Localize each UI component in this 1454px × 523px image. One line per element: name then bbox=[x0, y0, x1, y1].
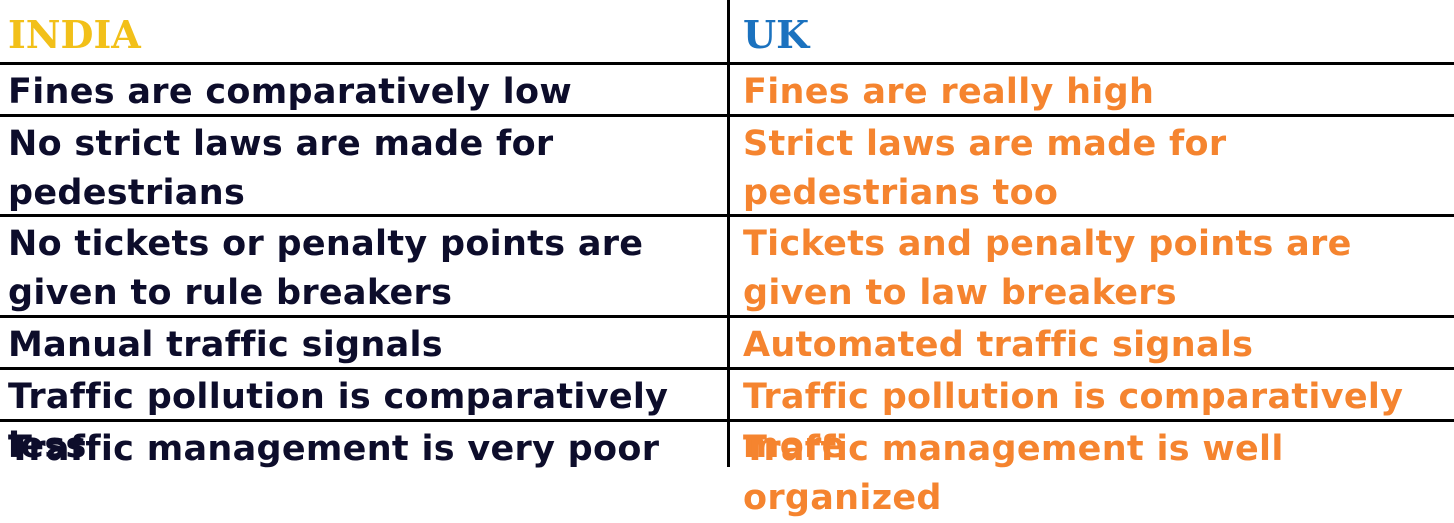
india-cell: Traffic management is very poor bbox=[8, 429, 660, 469]
row-divider bbox=[0, 214, 1454, 217]
uk-cell: Traffic pollution is comparatively more bbox=[743, 377, 1404, 466]
row-divider bbox=[0, 419, 1454, 422]
uk-cell: Strict laws are made for pedestrians too bbox=[743, 124, 1227, 213]
uk-cell: Tickets and penalty points are given to … bbox=[743, 224, 1352, 313]
row-divider bbox=[0, 62, 1454, 65]
india-cell: No strict laws are made for pedestrians bbox=[8, 124, 554, 213]
row-divider bbox=[0, 114, 1454, 117]
row-divider bbox=[0, 315, 1454, 318]
uk-cell: Traffic management is well organized bbox=[743, 429, 1284, 518]
column-divider bbox=[727, 0, 730, 467]
uk-cell: Automated traffic signals bbox=[743, 325, 1254, 365]
india-cell: Fines are comparatively low bbox=[8, 72, 572, 112]
row-divider bbox=[0, 367, 1454, 370]
column-header-uk: UK bbox=[743, 12, 810, 57]
india-cell: Manual traffic signals bbox=[8, 325, 443, 365]
uk-cell: Fines are really high bbox=[743, 72, 1155, 112]
column-header-india: INDIA bbox=[8, 12, 141, 57]
india-cell: No tickets or penalty points are given t… bbox=[8, 224, 644, 313]
india-cell: Traffic pollution is comparatively less bbox=[8, 377, 669, 466]
